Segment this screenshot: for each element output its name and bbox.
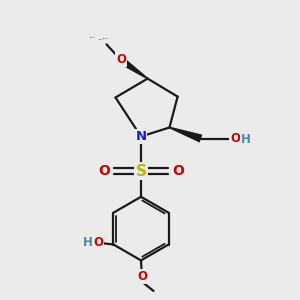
Text: methoxy: methoxy [103, 38, 109, 39]
Text: H: H [82, 236, 92, 250]
Text: O: O [98, 164, 110, 178]
Text: S: S [136, 164, 146, 178]
Text: O: O [230, 132, 240, 145]
Polygon shape [169, 127, 203, 142]
Text: O: O [137, 270, 147, 283]
Text: methoxy: methoxy [90, 37, 96, 38]
Polygon shape [119, 57, 148, 79]
Text: methyl: methyl [99, 39, 104, 40]
Text: O: O [116, 53, 126, 66]
Text: O: O [94, 236, 103, 250]
Text: H: H [241, 133, 250, 146]
Text: O: O [172, 164, 184, 178]
Text: N: N [135, 130, 147, 143]
